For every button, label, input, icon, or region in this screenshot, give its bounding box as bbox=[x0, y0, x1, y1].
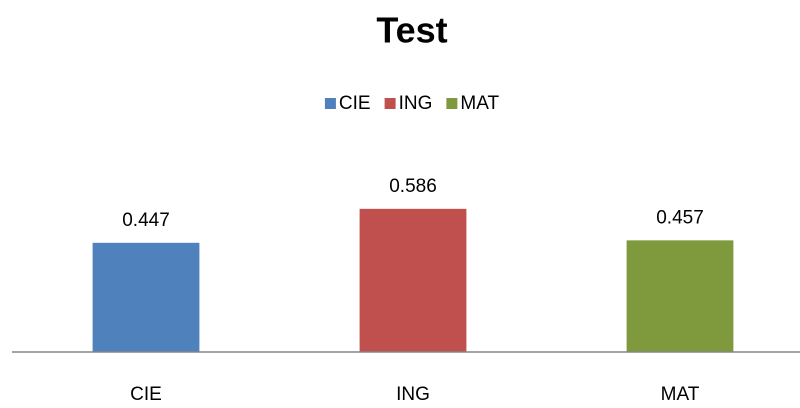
legend-label: ING bbox=[399, 93, 433, 114]
x-tick-label: ING bbox=[396, 384, 430, 405]
bar bbox=[92, 242, 200, 352]
legend-swatch bbox=[446, 98, 458, 109]
x-tick-label: CIE bbox=[130, 384, 162, 405]
bar bbox=[359, 208, 467, 352]
data-label: 0.447 bbox=[122, 210, 170, 231]
legend-swatch bbox=[384, 98, 396, 109]
legend-label: MAT bbox=[460, 93, 499, 114]
data-label: 0.457 bbox=[656, 207, 704, 228]
data-label: 0.586 bbox=[389, 176, 437, 197]
legend-label: CIE bbox=[339, 93, 371, 114]
bar bbox=[626, 240, 734, 352]
legend-swatch bbox=[324, 98, 336, 109]
x-tick-label: MAT bbox=[661, 384, 700, 405]
chart-title: Test bbox=[376, 10, 447, 51]
